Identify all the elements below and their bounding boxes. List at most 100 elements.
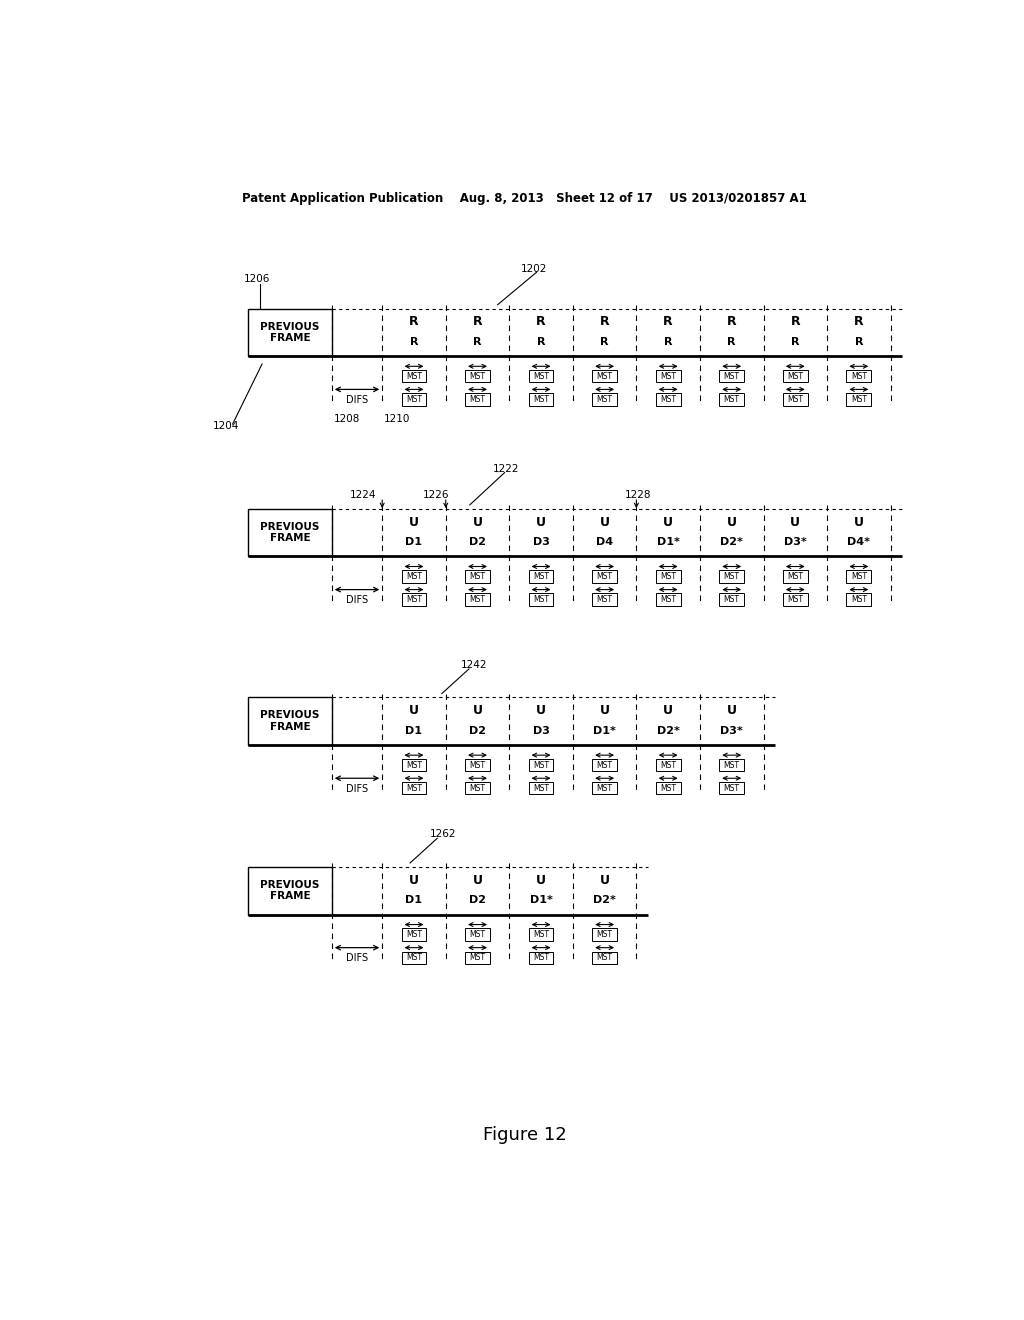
Text: MST: MST — [724, 595, 739, 605]
Text: MST: MST — [406, 760, 422, 770]
Bar — [401, 370, 426, 383]
Bar — [401, 570, 426, 582]
Bar — [248, 697, 332, 744]
Text: U: U — [791, 516, 801, 528]
Bar — [719, 781, 744, 795]
Text: D2: D2 — [469, 895, 486, 906]
Text: MST: MST — [406, 931, 422, 939]
Bar — [401, 393, 426, 405]
Bar — [847, 393, 871, 405]
Text: U: U — [537, 874, 546, 887]
Text: MST: MST — [724, 784, 739, 793]
Text: MST: MST — [724, 760, 739, 770]
Bar — [592, 928, 617, 941]
Text: D4: D4 — [596, 537, 613, 548]
Text: MST: MST — [534, 372, 549, 380]
Text: D3*: D3* — [784, 537, 807, 548]
Text: MST: MST — [534, 784, 549, 793]
Text: MST: MST — [787, 572, 803, 581]
Text: MST: MST — [597, 372, 612, 380]
Text: PREVIOUS
FRAME: PREVIOUS FRAME — [260, 880, 319, 902]
Bar — [719, 759, 744, 771]
Text: MST: MST — [470, 372, 485, 380]
Text: D2*: D2* — [656, 726, 680, 735]
Text: DIFS: DIFS — [346, 395, 368, 405]
Text: U: U — [600, 516, 609, 528]
Text: MST: MST — [406, 784, 422, 793]
Bar — [655, 781, 681, 795]
Text: MST: MST — [470, 953, 485, 962]
Text: MST: MST — [406, 395, 422, 404]
Text: MST: MST — [851, 372, 867, 380]
Text: U: U — [472, 516, 482, 528]
Text: U: U — [472, 705, 482, 717]
Bar — [528, 570, 554, 582]
Bar — [655, 393, 681, 405]
Text: R: R — [473, 337, 481, 347]
Bar — [719, 594, 744, 606]
Text: Figure 12: Figure 12 — [483, 1126, 566, 1143]
Bar — [248, 309, 332, 356]
Text: MST: MST — [406, 372, 422, 380]
Text: MST: MST — [534, 572, 549, 581]
Text: Patent Application Publication    Aug. 8, 2013   Sheet 12 of 17    US 2013/02018: Patent Application Publication Aug. 8, 2… — [243, 191, 807, 205]
Bar — [592, 781, 617, 795]
Bar — [465, 759, 489, 771]
Text: U: U — [409, 705, 419, 717]
Text: U: U — [664, 516, 673, 528]
Bar — [465, 928, 489, 941]
Text: MST: MST — [660, 572, 676, 581]
Bar — [847, 594, 871, 606]
Text: R: R — [791, 337, 800, 347]
Text: U: U — [600, 705, 609, 717]
Text: MST: MST — [660, 372, 676, 380]
Text: 1222: 1222 — [493, 463, 519, 474]
Text: D3*: D3* — [720, 726, 743, 735]
Text: MST: MST — [597, 595, 612, 605]
Text: MST: MST — [597, 931, 612, 939]
Text: D1*: D1* — [529, 895, 553, 906]
Bar — [783, 393, 808, 405]
Bar — [592, 393, 617, 405]
Bar — [592, 759, 617, 771]
Bar — [592, 594, 617, 606]
Text: 1242: 1242 — [461, 660, 487, 671]
Text: 1206: 1206 — [245, 275, 270, 284]
Text: MST: MST — [534, 931, 549, 939]
Bar — [592, 952, 617, 964]
Text: DIFS: DIFS — [346, 953, 368, 964]
Text: U: U — [727, 705, 736, 717]
Text: D1: D1 — [406, 895, 423, 906]
Text: DIFS: DIFS — [346, 595, 368, 606]
Text: MST: MST — [787, 395, 803, 404]
Text: 1226: 1226 — [423, 490, 449, 500]
Bar — [528, 370, 554, 383]
Bar — [528, 952, 554, 964]
Text: MST: MST — [851, 395, 867, 404]
Text: MST: MST — [597, 953, 612, 962]
Bar — [655, 594, 681, 606]
Bar — [847, 570, 871, 582]
Text: MST: MST — [534, 595, 549, 605]
Text: PREVIOUS
FRAME: PREVIOUS FRAME — [260, 710, 319, 733]
Text: MST: MST — [597, 572, 612, 581]
Bar — [465, 594, 489, 606]
Text: MST: MST — [470, 931, 485, 939]
Text: R: R — [664, 337, 673, 347]
Text: 1204: 1204 — [213, 421, 240, 430]
Bar — [401, 759, 426, 771]
Text: U: U — [664, 705, 673, 717]
Bar — [719, 570, 744, 582]
Text: R: R — [791, 315, 800, 329]
Text: 1202: 1202 — [521, 264, 547, 273]
Text: MST: MST — [660, 784, 676, 793]
Text: 1210: 1210 — [384, 414, 411, 425]
Text: U: U — [854, 516, 864, 528]
Text: 1208: 1208 — [334, 414, 359, 425]
Text: U: U — [537, 705, 546, 717]
Bar — [465, 393, 489, 405]
Text: 1228: 1228 — [625, 490, 651, 500]
Bar — [401, 594, 426, 606]
Text: R: R — [410, 337, 418, 347]
Text: MST: MST — [406, 595, 422, 605]
